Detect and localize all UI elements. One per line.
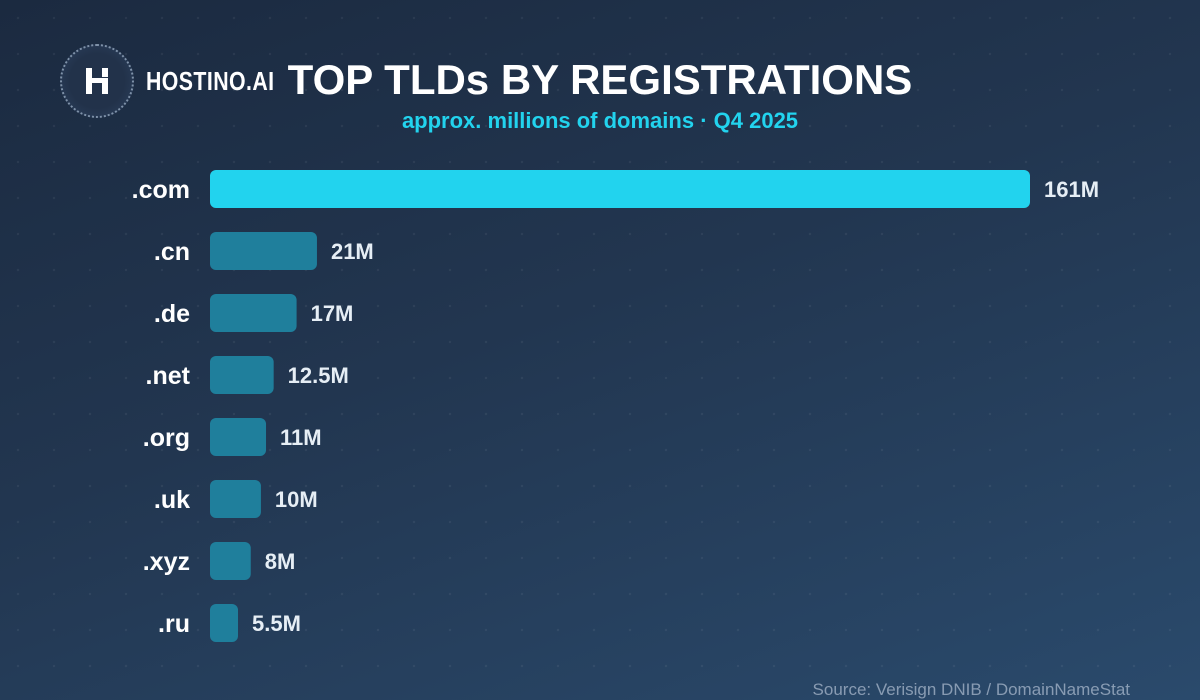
- value-label: 5.5M: [252, 611, 301, 636]
- bar: [210, 480, 261, 518]
- value-label: 21M: [331, 239, 374, 264]
- bar: [210, 542, 251, 580]
- chart-subtitle: approx. millions of domains · Q4 2025: [401, 108, 799, 133]
- category-label: .com: [132, 176, 190, 204]
- value-label: 10M: [275, 487, 318, 512]
- bar: [210, 418, 267, 456]
- h-monogram-icon: [60, 44, 134, 118]
- category-label: .net: [146, 362, 191, 390]
- bar: [210, 604, 239, 642]
- category-label: .de: [154, 300, 190, 328]
- value-label: 12.5M: [288, 363, 349, 388]
- value-label: 8M: [265, 549, 296, 574]
- bar: [210, 294, 297, 332]
- value-label: 11M: [280, 425, 322, 450]
- category-label: .org: [143, 424, 190, 452]
- category-label: .ru: [158, 610, 190, 638]
- bar: [210, 170, 1030, 208]
- category-label: .uk: [154, 486, 190, 514]
- category-label: .xyz: [143, 548, 190, 576]
- value-label: 161M: [1044, 177, 1099, 202]
- brand-name: HOSTINO.AI: [146, 65, 275, 96]
- brand-logo: HOSTINO.AI: [60, 44, 303, 118]
- chart-title: TOP TLDs BY REGISTRATIONS: [287, 56, 913, 103]
- bar: [210, 232, 317, 270]
- value-label: 17M: [311, 301, 354, 326]
- bar: [210, 356, 274, 394]
- category-label: .cn: [154, 238, 190, 266]
- source-note: Source: Verisign DNIB / DomainNameStat: [812, 680, 1130, 699]
